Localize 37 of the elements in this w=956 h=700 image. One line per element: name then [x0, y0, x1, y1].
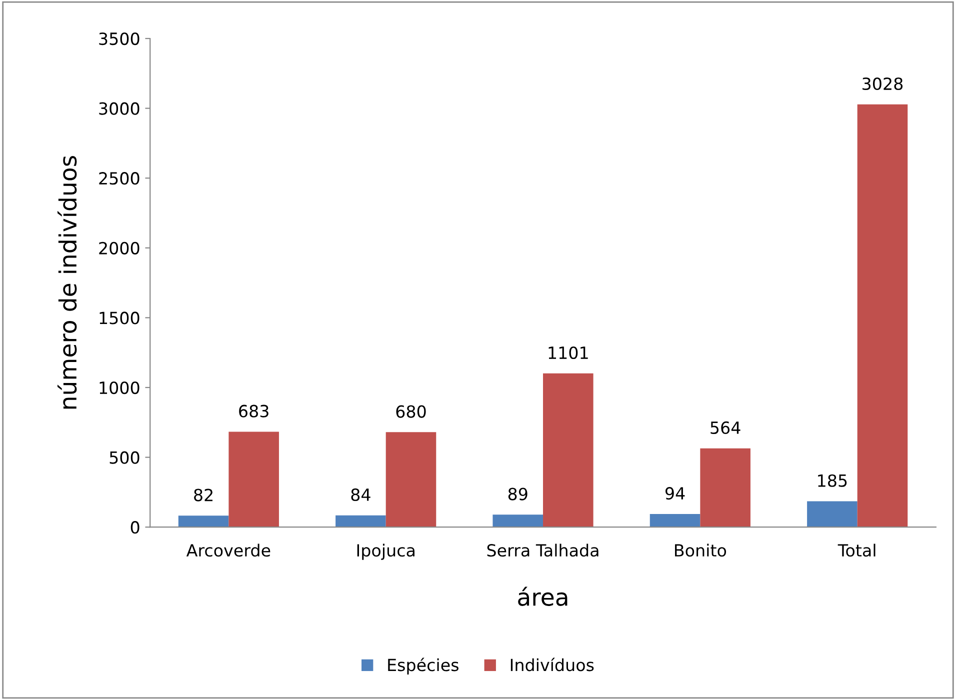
- data-label: 185: [818, 474, 847, 487]
- bar: [492, 514, 544, 528]
- bar: [543, 373, 594, 528]
- data-label: 680: [396, 405, 426, 418]
- y-tick-label: 500: [110, 451, 140, 464]
- y-tick-label: 1000: [100, 381, 140, 394]
- y-tick-label: 3000: [99, 102, 140, 115]
- y-tick-label: 1500: [100, 312, 140, 324]
- bar: [857, 104, 908, 528]
- bar: [178, 516, 229, 528]
- data-label: 564: [710, 421, 740, 434]
- x-tick-label: Total: [838, 544, 876, 557]
- data-label: 94: [665, 487, 685, 500]
- data-label: 683: [239, 404, 268, 418]
- x-tick-label: Serra Talhada: [487, 544, 598, 557]
- bar: [700, 448, 750, 528]
- y-tick-label: 0: [130, 521, 140, 534]
- bar: [336, 515, 386, 528]
- data-label: 3028: [862, 77, 903, 90]
- x-tick-label: Bonito: [675, 544, 726, 557]
- y-tick-label: 2000: [99, 242, 140, 254]
- data-label: 1101: [548, 346, 588, 360]
- x-tick-label: Arcoverde: [186, 544, 270, 557]
- bar: [386, 432, 436, 528]
- data-label: 89: [508, 488, 528, 500]
- y-axis-title: número de indivíduos: [57, 156, 77, 409]
- data-label: 84: [351, 488, 370, 502]
- bar: [807, 501, 858, 528]
- x-tick-label: Ipojuca: [357, 544, 414, 560]
- y-tick-label: 2500: [99, 172, 140, 185]
- legend-label: Indivíduos: [510, 658, 594, 672]
- legend-label: Espécies: [388, 658, 458, 674]
- y-tick-label: 3500: [99, 32, 140, 46]
- bar: [228, 432, 279, 528]
- x-axis-title: área: [518, 586, 568, 606]
- data-label: 82: [194, 488, 212, 502]
- bar: [650, 514, 700, 528]
